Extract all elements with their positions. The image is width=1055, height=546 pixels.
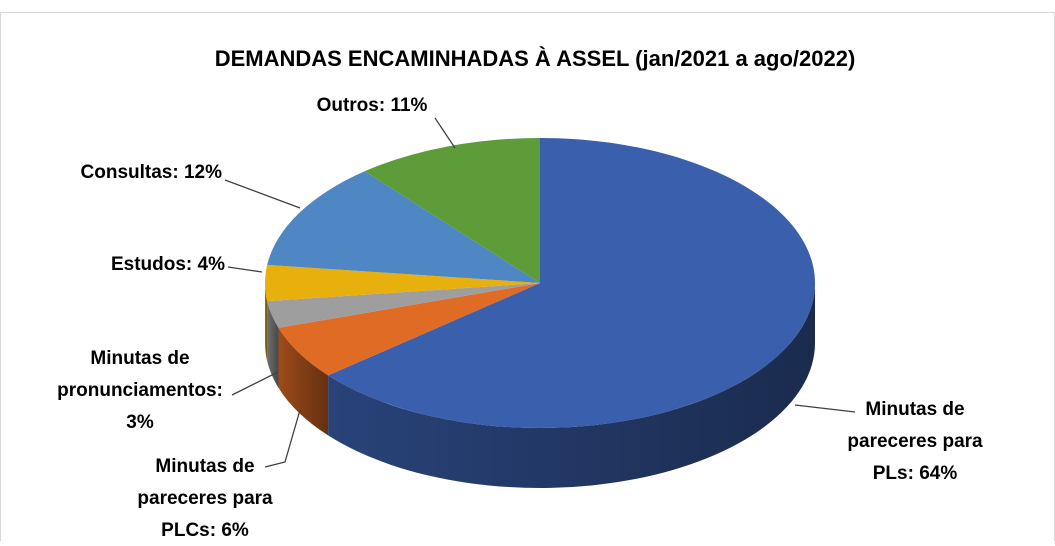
slice-label: Consultas: 12% <box>81 162 223 183</box>
slice-side <box>267 301 279 388</box>
slice <box>267 171 540 283</box>
slice <box>265 264 540 302</box>
leader-line <box>231 371 279 396</box>
slice <box>278 283 540 376</box>
slice <box>267 283 540 328</box>
slice-label: pronunciamentos: <box>57 380 223 401</box>
leader-line <box>227 266 263 273</box>
leader-line <box>224 179 301 209</box>
leader-line <box>794 404 856 413</box>
slice-label: Minutas de <box>155 456 254 477</box>
slice-side <box>265 283 268 362</box>
slice <box>328 138 815 429</box>
slice-label: Minutas de <box>90 348 189 369</box>
chart-title: DEMANDAS ENCAMINHADAS À ASSEL (jan/2021 … <box>215 46 856 71</box>
slice-side <box>278 327 329 436</box>
leader-line <box>264 409 301 468</box>
slice-label: Estudos: 4% <box>111 254 225 275</box>
labels: Minutas de pareceres para PLs: 64% Minutas … <box>57 95 983 541</box>
pie-sides <box>265 283 815 489</box>
slice-side <box>328 283 815 489</box>
pie-tops <box>265 138 815 429</box>
slice-label: pareceres para <box>137 488 273 509</box>
slice-label: PLs: 64% <box>873 463 958 484</box>
slice-label: 3% <box>126 412 154 433</box>
slice <box>364 138 540 283</box>
slice-label: pareceres para <box>847 431 983 452</box>
slice-label: Outros: 11% <box>317 95 428 116</box>
leader-line <box>434 117 456 149</box>
slice-label: Minutas de <box>865 399 964 420</box>
slice-label: PLCs: 6% <box>161 520 249 541</box>
